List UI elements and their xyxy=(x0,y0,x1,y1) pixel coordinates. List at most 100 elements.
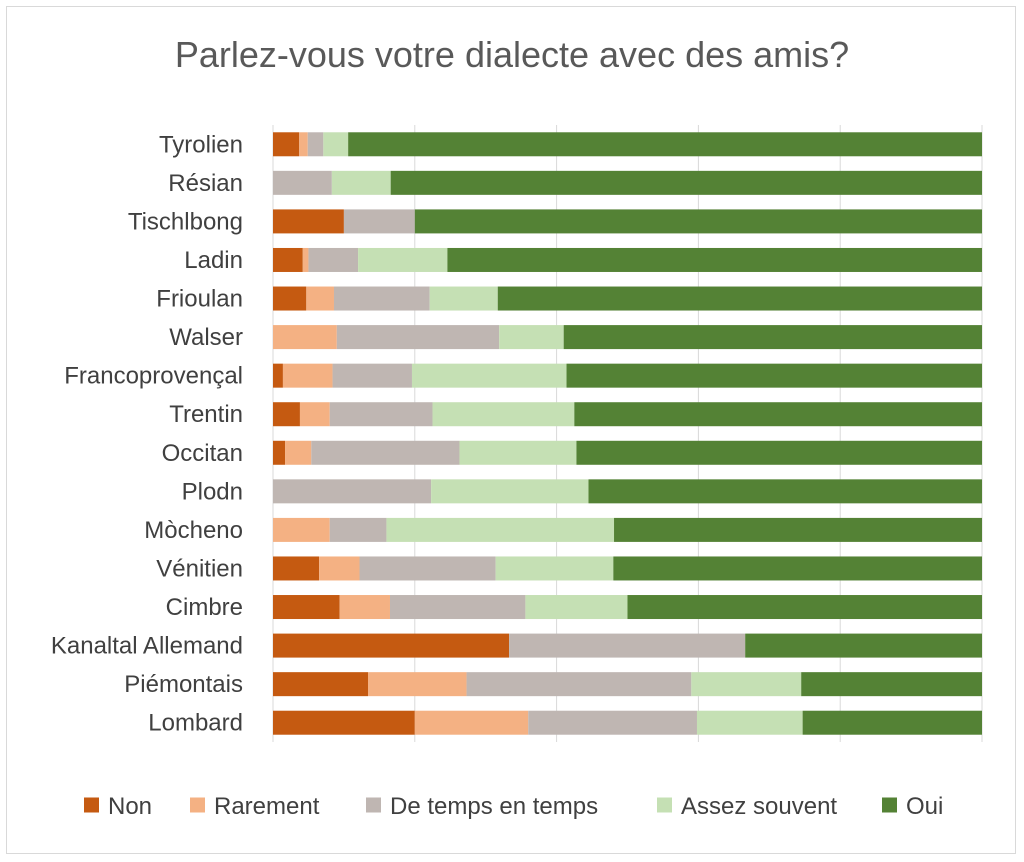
bar-segment xyxy=(339,595,390,620)
bar-segment xyxy=(696,710,803,735)
chart-title: Parlez-vous votre dialecte avec des amis… xyxy=(174,34,850,75)
bar-segment xyxy=(801,672,982,697)
bar-segment xyxy=(495,556,614,581)
bar-segment xyxy=(691,672,802,697)
category-label: Walser xyxy=(169,324,243,351)
bar-segment xyxy=(273,633,510,658)
category-label: Vénitien xyxy=(156,555,243,582)
bar-segment xyxy=(336,325,500,350)
bar-segment xyxy=(343,209,415,234)
bar-segment xyxy=(273,556,320,581)
bar-segment xyxy=(528,710,697,735)
bar-segment xyxy=(329,517,387,542)
category-label: Francoprovençal xyxy=(64,363,243,390)
bars xyxy=(273,132,983,735)
category-label: Trentin xyxy=(169,401,243,428)
legend-swatch xyxy=(84,797,99,813)
category-label: Ladin xyxy=(184,247,243,274)
bar-segment xyxy=(273,710,415,735)
category-label: Plodn xyxy=(182,478,243,505)
bar-segment xyxy=(613,556,982,581)
bar-segment xyxy=(745,633,982,658)
bar-segment xyxy=(273,363,283,388)
bar-segment xyxy=(499,325,564,350)
bar-segment xyxy=(332,363,412,388)
bar-segment xyxy=(563,325,982,350)
legend-label: Non xyxy=(108,793,152,820)
legend-swatch xyxy=(366,797,381,813)
category-label: Tyrolien xyxy=(159,131,243,158)
bar-segment xyxy=(390,170,983,195)
bar-segment xyxy=(358,247,448,272)
bar-segment xyxy=(333,286,430,311)
bar-segment xyxy=(566,363,982,388)
bar-segment xyxy=(459,440,577,465)
bar-segment xyxy=(273,479,432,504)
category-labels: Tyrolien Résian Tischlbong Ladin Frioulan Wal… xyxy=(51,131,243,736)
bar-segment xyxy=(432,402,575,427)
bar-segment xyxy=(273,286,307,311)
bar-segment xyxy=(308,247,359,272)
bar-segment xyxy=(447,247,982,272)
bar-segment xyxy=(466,672,692,697)
bar-segment xyxy=(273,209,344,234)
bar-segment xyxy=(525,595,628,620)
bar-segment xyxy=(802,710,982,735)
bar-segment xyxy=(429,286,498,311)
category-label: Lombard xyxy=(148,710,243,737)
bar-segment xyxy=(329,402,433,427)
bar-segment xyxy=(273,595,340,620)
bar-segment xyxy=(273,132,300,157)
bar-segment xyxy=(302,247,309,272)
bar-segment xyxy=(299,132,308,157)
bar-segment xyxy=(273,440,286,465)
bar-segment xyxy=(389,595,526,620)
bar-segment xyxy=(411,363,567,388)
bar-segment xyxy=(331,170,391,195)
bar-segment xyxy=(497,286,982,311)
category-label: Résian xyxy=(168,170,243,197)
bar-segment xyxy=(311,440,460,465)
bar-segment xyxy=(285,440,312,465)
bar-segment xyxy=(273,170,332,195)
category-label: Frioulan xyxy=(156,286,243,313)
legend-swatch xyxy=(882,797,897,813)
bar-segment xyxy=(359,556,496,581)
bar-segment xyxy=(319,556,360,581)
bar-segment xyxy=(414,710,529,735)
legend-label: Rarement xyxy=(214,793,320,820)
bar-segment xyxy=(306,286,334,311)
bar-segment xyxy=(348,132,982,157)
bar-segment xyxy=(299,402,330,427)
bar-segment xyxy=(576,440,982,465)
bar-segment xyxy=(431,479,589,504)
bar-segment xyxy=(614,517,982,542)
category-label: Tischlbong xyxy=(128,208,243,235)
bar-segment xyxy=(282,363,333,388)
legend-swatch xyxy=(190,797,205,813)
category-label: Cimbre xyxy=(166,594,243,621)
bar-segment xyxy=(307,132,324,157)
bar-segment xyxy=(574,402,982,427)
bar-segment xyxy=(509,633,746,658)
legend-swatch xyxy=(657,797,672,813)
bar-segment xyxy=(386,517,615,542)
category-label: Mòcheno xyxy=(144,517,243,544)
legend: Non Rarement De temps en temps Assez souven… xyxy=(84,793,943,820)
category-label: Kanaltal Allemand xyxy=(51,633,243,660)
bar-segment xyxy=(414,209,982,234)
category-label: Piémontais xyxy=(124,671,243,698)
legend-label: De temps en temps xyxy=(390,793,598,820)
category-label: Occitan xyxy=(162,440,243,467)
bar-segment xyxy=(273,325,337,350)
bar-segment xyxy=(273,672,369,697)
bar-segment xyxy=(273,517,330,542)
legend-label: Assez souvent xyxy=(681,793,837,820)
bar-segment xyxy=(273,402,300,427)
legend-label: Oui xyxy=(906,793,943,820)
bar-segment xyxy=(323,132,349,157)
bar-segment xyxy=(273,247,303,272)
bar-segment xyxy=(368,672,467,697)
bar-segment xyxy=(627,595,982,620)
